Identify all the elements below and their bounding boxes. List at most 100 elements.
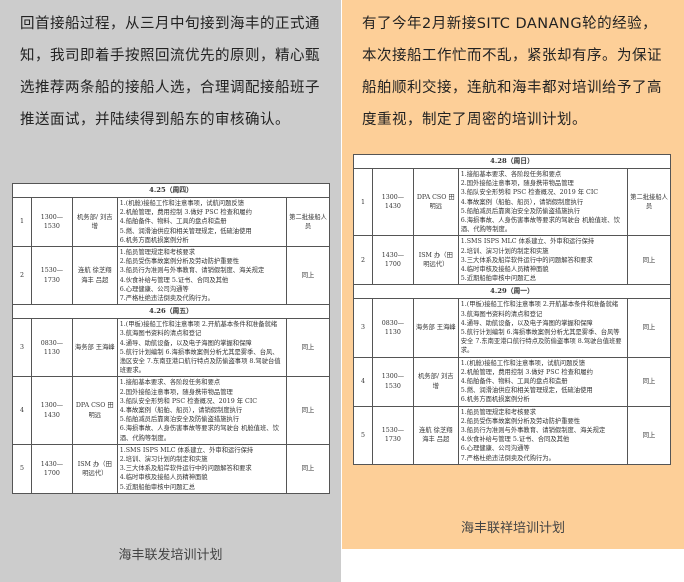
remark-cell: 同上 bbox=[286, 246, 330, 306]
content-cell: 1.接船基本要求、各阶段任务和要点 2.国外接船注意事项，随身携带物品管理 3.船队… bbox=[457, 167, 629, 237]
content-line: 6.机务方面机损案例分析 bbox=[460, 396, 530, 404]
content-line: 2.船员受伤事故案例分析及劳动防护重要性 bbox=[119, 258, 240, 266]
table-row: 2 1430—1700 ISM 办（田明远代） 1.SMS ISPS MLC 体系建立… bbox=[353, 235, 671, 286]
table-row: 2 1530—1730 连航 徐芝翔 海丰 吕超 1.船员管理规定和考核要求 2.船员受… bbox=[12, 246, 330, 306]
content-line: 2.船员受伤事故案例分析及劳动防护重要性 bbox=[460, 417, 581, 425]
table-row: 4 1300—1430 DPA CSO 田明远 1.接船基本要求、各阶段任务和要点 2.… bbox=[12, 376, 330, 445]
remark-cell: 同上 bbox=[627, 298, 671, 358]
content-cell: 1.船员管理规定和考核要求 2.船员受伤事故案例分析及劳动防护重要性 3.船员行为准… bbox=[116, 246, 288, 306]
row-number: 1 bbox=[12, 196, 32, 248]
content-cell: 1.SMS ISPS MLC 体系建立、外审和运行保持 2.培训、演习计划的制定和… bbox=[116, 443, 288, 494]
day-header-row: 4.28（周日） bbox=[353, 154, 671, 169]
content-line: 2.国外接船注意事项，随身携带物品管理 bbox=[119, 388, 233, 396]
left-caption: 海丰联发培训计划 bbox=[118, 548, 223, 563]
content-cell: 1.接船基本要求、各阶段任务和要点 2.国外接船注意事项，随身携带物品管理 3.船队… bbox=[116, 376, 288, 445]
content-cell: 1.(机舱)接船工作和注意事项，试航问题反馈 2.机舱管理，费用控制 3.做好 P… bbox=[116, 196, 288, 248]
content-line: 5.船舶减员后靠离泊安全及防偷盗措施执行 bbox=[119, 416, 240, 424]
content-line: 5.燃、润滑油供应和相关管理规定，低硫油使用 bbox=[119, 227, 252, 235]
day-header-row: 4.25（周四） bbox=[12, 183, 330, 198]
content-line: 1.(机舱)接船工作和注意事项，试航问题反馈 bbox=[119, 200, 244, 207]
remark-cell: 同上 bbox=[286, 443, 330, 494]
content-line: 4.事故案例（船舶、船员），请销假制度执行 bbox=[119, 407, 243, 415]
time-cell: 0830—1130 bbox=[371, 298, 414, 358]
time-cell: 1430—1700 bbox=[30, 443, 73, 494]
table-row: 1 1300—1430 DPA CSO 田明远 1.接船基本要求、各阶段任务和要点 2.… bbox=[353, 167, 671, 237]
presenter-cell: 海务部 王海峰 bbox=[71, 318, 118, 378]
content-line: 6.心理健康、公司沟通等 bbox=[460, 445, 530, 453]
content-line: 6.心理健康、公司沟通等 bbox=[119, 285, 189, 293]
content-line: 5.航行计划编制 6.海损事故案例分析尤其是雾季、台风等安全 7.东南亚港口航行… bbox=[460, 329, 622, 355]
content-line: 2.机舱管理，费用控制 3.做好 PSC 检查和履约 bbox=[460, 368, 593, 376]
table-row: 5 1430—1700 ISM 办（田明远代） 1.SMS ISPS MLC 体系建立… bbox=[12, 443, 330, 494]
presenter-cell: DPA CSO 田明远 bbox=[71, 376, 118, 445]
presenter-cell: 海务部 王海峰 bbox=[412, 298, 459, 358]
content-line: 1.船员管理规定和考核要求 bbox=[119, 249, 196, 257]
content-line: 5.近期船舶审核中问题汇总 bbox=[119, 483, 196, 491]
day-header: 4.25（周四） bbox=[12, 183, 330, 198]
content-line: 2.机舱管理，费用控制 3.做好 PSC 检查和履约 bbox=[119, 209, 252, 217]
remark-cell: 第二批接船人员 bbox=[286, 196, 330, 248]
time-cell: 1430—1700 bbox=[371, 235, 414, 286]
table-row: 1 1300—1530 机务部/ 刘吉增 1.(机舱)接船工作和注意事项，试航问题反馈… bbox=[12, 196, 330, 248]
row-number: 2 bbox=[12, 246, 32, 306]
presenter-cell: ISM 办（田明远代） bbox=[71, 443, 118, 494]
left-training-table: 4.25（周四） 1 1300—1530 机务部/ 刘吉增 1.(机舱)接船工作和注意事… bbox=[12, 183, 330, 494]
content-line: 4.伙食补给与管理 5.证书、合同及其他 bbox=[460, 436, 570, 444]
content-cell: 1.(甲板)接船工作和注意事项 2.开航基本条件和准备就绪 3.航海图书资料的清… bbox=[116, 318, 288, 378]
remark-cell: 同上 bbox=[627, 235, 671, 286]
row-number: 3 bbox=[353, 298, 373, 358]
row-number: 3 bbox=[12, 318, 32, 378]
presenter-cell: 连航 徐芝翔 海丰 吕超 bbox=[71, 246, 118, 306]
content-line: 2.培训、演习计划的制定和实施 bbox=[119, 456, 208, 464]
content-line: 1.接船基本要求、各阶段任务和要点 bbox=[460, 171, 562, 178]
table-row: 3 0830—1130 海务部 王海峰 1.(甲板)接船工作和注意事项 2.开航基本条… bbox=[353, 298, 671, 358]
day-header: 4.28（周日） bbox=[353, 154, 671, 169]
content-line: 5.船舶减员后靠离泊安全及防偷盗措施执行 bbox=[460, 207, 581, 215]
content-line: 1.SMS ISPS MLC 体系建立、外审和运行保持 bbox=[460, 238, 595, 246]
remark-cell: 同上 bbox=[286, 318, 330, 378]
presenter-cell: 连航 徐芝翔 海丰 吕超 bbox=[412, 405, 459, 465]
content-line: 1.接船基本要求、各阶段任务和要点 bbox=[119, 379, 221, 387]
day-header-row: 4.26（周五） bbox=[12, 304, 330, 320]
row-number: 4 bbox=[353, 356, 373, 407]
content-line: 3.船员行为准则与外事教育、请销假制度、海关规定 bbox=[119, 267, 265, 275]
day-header-row: 4.29（周一） bbox=[353, 284, 671, 300]
day-header: 4.29（周一） bbox=[353, 284, 671, 300]
table-row: 4 1300—1530 机务部/ 刘吉增 1.(机舱)接船工作和注意事项，试航问题反馈… bbox=[353, 356, 671, 407]
content-line: 3.船员行为准则与外事教育、请销假制度、海关规定 bbox=[460, 427, 606, 435]
time-cell: 1530—1730 bbox=[371, 405, 414, 465]
content-line: 5.燃、润滑油供应和相关管理规定，低硫油使用 bbox=[460, 387, 593, 395]
content-cell: 1.(甲板)接船工作和注意事项 2.开航基本条件和准备就绪 3.航海图书资料的清… bbox=[457, 298, 629, 358]
right-training-table: 4.28（周日） 1 1300—1430 DPA CSO 田明远 1.接船基本要求、各阶… bbox=[353, 154, 671, 465]
remark-cell: 同上 bbox=[627, 356, 671, 407]
content-line: 4.船舶备件、物料、工具的盘点和造册 bbox=[460, 378, 568, 386]
content-line: 2.培训、演习计划的制定和实施 bbox=[460, 247, 549, 255]
content-line: 7.严格杜绝违法倒卖及代购行为。 bbox=[460, 454, 555, 462]
time-cell: 1300—1430 bbox=[371, 167, 414, 237]
day-header: 4.26（周五） bbox=[12, 304, 330, 320]
left-panel: 回首接船过程，从三月中旬接到海丰的正式通知，我司即着手按照回流优先的原则，精心甄… bbox=[0, 0, 341, 582]
row-number: 2 bbox=[353, 235, 373, 286]
content-line: 1.SMS ISPS MLC 体系建立、外审和运行保持 bbox=[119, 446, 254, 454]
right-caption: 海丰联祥培训计划 bbox=[460, 521, 565, 536]
content-line: 4.伙食补给与管理 5.证书、合同及其他 bbox=[119, 276, 229, 284]
content-line: 4.临时审核及接船人员精神面貌 bbox=[460, 266, 549, 274]
content-line: 4.船舶备件、物料、工具的盘点和造册 bbox=[119, 218, 227, 226]
time-cell: 1530—1730 bbox=[30, 246, 73, 306]
content-line: 6.海损事故、人身伤害事故等要求的驾驶台 机舱值班、饮酒、代购等制度。 bbox=[460, 217, 620, 234]
content-line: 3.船队安全形势和 PSC 检查概况、2019 年 CIC bbox=[460, 189, 599, 197]
content-line: 4.通导、助航设备，以及电子海图的掌握和保障 bbox=[119, 339, 252, 347]
content-line: 5.航行计划编制 6.海损事故案例分析尤其是雾季、台风、渔区安全 7.东南亚港口… bbox=[119, 348, 281, 375]
content-line: 5.近期船舶审核中问题汇总 bbox=[460, 275, 537, 283]
content-line: 2.国外接船注意事项，随身携带物品管理 bbox=[460, 180, 574, 188]
time-cell: 0830—1130 bbox=[30, 318, 73, 378]
right-paragraph: 有了今年2月新接SITC DANANG轮的经验，本次接船工作忙而不乱，紧张却有序… bbox=[362, 16, 662, 128]
content-cell: 1.船员管理规定和考核要求 2.船员受伤事故案例分析及劳动防护重要性 3.船员行为准… bbox=[457, 405, 629, 465]
presenter-cell: 机务部/ 刘吉增 bbox=[71, 196, 118, 248]
presenter-cell: DPA CSO 田明远 bbox=[412, 167, 459, 237]
content-line: 7.严格杜绝违法倒卖及代购行为。 bbox=[119, 295, 214, 303]
content-line: 6.海损事故、人身伤害事故等要求的驾驶台 机舱值班、饮酒、代购等制度。 bbox=[119, 425, 279, 442]
content-line: 4.临时审核及接船人员精神面貌 bbox=[119, 474, 208, 482]
row-number: 5 bbox=[353, 405, 373, 465]
presenter-cell: ISM 办（田明远代） bbox=[412, 235, 459, 286]
